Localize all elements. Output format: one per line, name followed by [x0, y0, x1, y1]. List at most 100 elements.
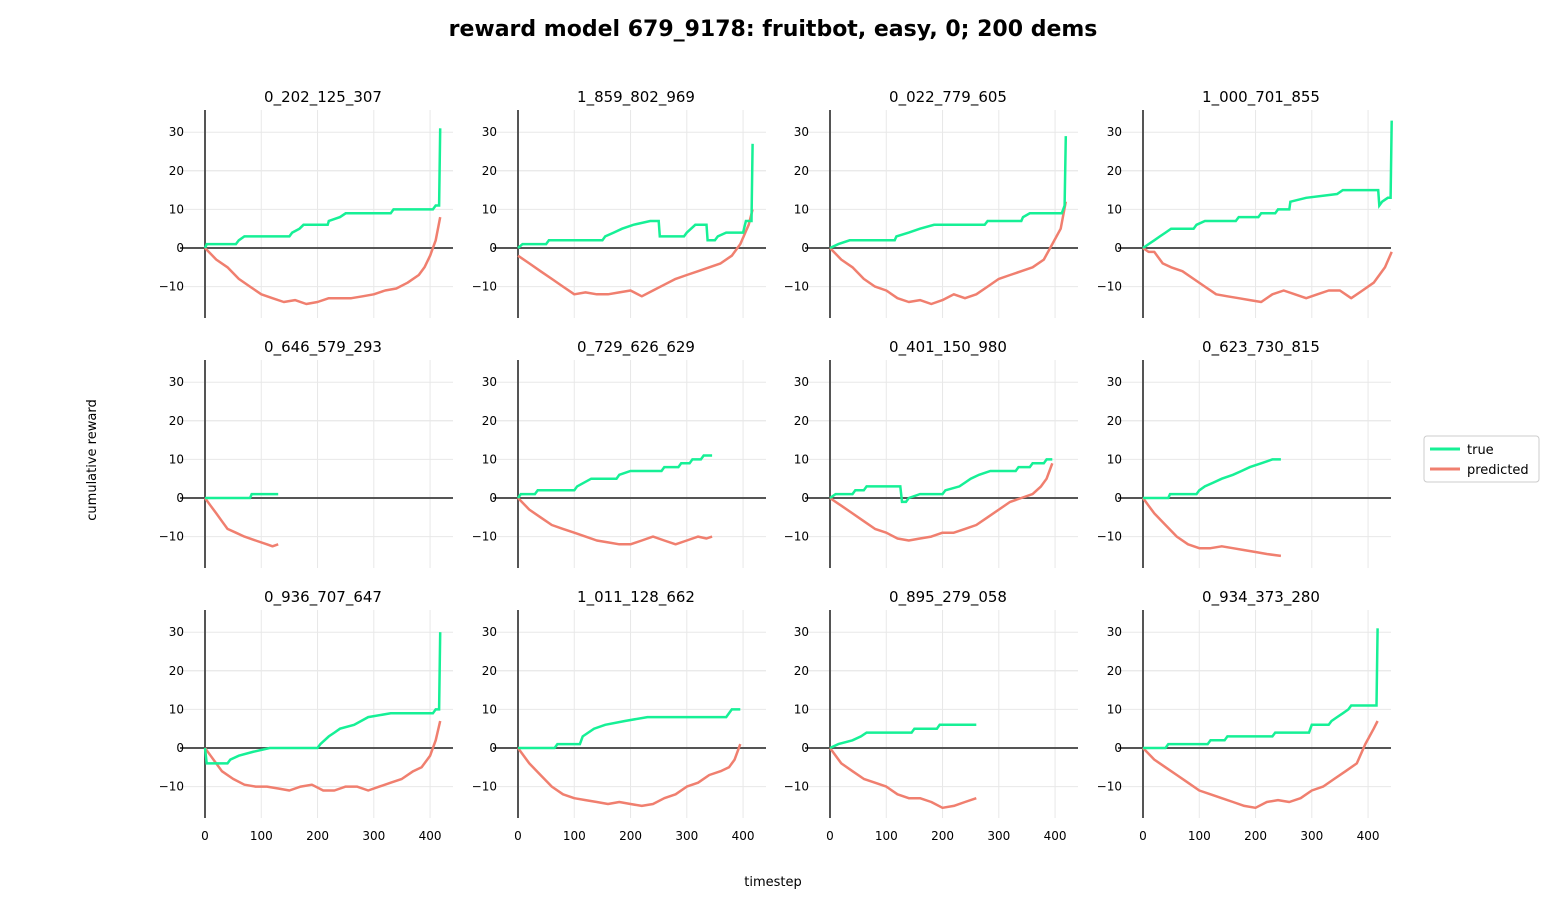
y-tick-label: 10	[1107, 452, 1122, 466]
y-tick-label: 10	[169, 202, 184, 216]
y-tick-label: 0	[489, 241, 497, 255]
series-line-true	[1142, 120, 1393, 250]
x-tick-label: 100	[875, 829, 898, 843]
x-tick-label: 300	[675, 829, 698, 843]
y-tick-label: 30	[1107, 625, 1122, 639]
x-tick-label: 200	[931, 829, 954, 843]
panel-title: 0_623_730_815	[1202, 338, 1320, 357]
panel-title: 0_022_779_605	[889, 88, 1007, 107]
y-tick-label: 0	[801, 241, 809, 255]
y-tick-label: 30	[169, 375, 184, 389]
series-line-true	[203, 128, 442, 249]
y-tick-label: 10	[1107, 702, 1122, 716]
y-tick-label: 20	[482, 664, 497, 678]
y-tick-label: 30	[169, 625, 184, 639]
y-tick-label: 30	[482, 375, 497, 389]
y-tick-label: 0	[176, 491, 184, 505]
y-tick-label: 20	[169, 664, 184, 678]
x-tick-label: 100	[563, 829, 586, 843]
y-tick-label: 20	[1107, 664, 1122, 678]
series-line-predicted	[516, 743, 742, 808]
panel-title: 0_934_373_280	[1202, 588, 1320, 607]
panel-title: 0_646_579_293	[264, 338, 382, 357]
y-tick-label: −10	[784, 780, 809, 794]
series-line-true	[516, 454, 713, 499]
y-tick-label: 10	[794, 202, 809, 216]
panel: −10 0 10 20 30 0_202_125_307	[159, 88, 453, 318]
x-tick-label: 200	[619, 829, 642, 843]
x-tick-label: 0	[826, 829, 834, 843]
x-tick-label: 300	[362, 829, 385, 843]
y-tick-label: 20	[1107, 164, 1122, 178]
panel-title: 0_895_279_058	[889, 588, 1007, 607]
y-tick-label: 0	[801, 491, 809, 505]
panel-title: 1_000_701_855	[1202, 88, 1320, 107]
panel-title: 1_859_802_969	[577, 88, 695, 107]
x-tick-label: 300	[1300, 829, 1323, 843]
series-line-predicted	[829, 201, 1068, 306]
panel: −10 0 10 20 30 0_623_730_815	[1097, 338, 1391, 568]
y-tick-label: 20	[794, 414, 809, 428]
y-tick-label: 20	[169, 414, 184, 428]
y-tick-label: 20	[482, 164, 497, 178]
y-tick-label: 0	[801, 741, 809, 755]
y-tick-label: −10	[472, 780, 497, 794]
y-tick-label: 30	[1107, 125, 1122, 139]
y-tick-label: −10	[472, 280, 497, 294]
y-tick-label: 30	[482, 125, 497, 139]
y-tick-label: 10	[482, 702, 497, 716]
series-line-true	[203, 632, 442, 765]
series-line-true	[829, 723, 977, 750]
panel-title: 0_729_626_629	[577, 338, 695, 357]
y-tick-label: 0	[489, 491, 497, 505]
x-axis-label: timestep	[744, 875, 802, 890]
series-line-true	[205, 492, 279, 500]
series-line-true	[1143, 628, 1379, 750]
y-tick-label: −10	[1097, 780, 1122, 794]
y-tick-label: −10	[784, 280, 809, 294]
panel-title: 0_202_125_307	[264, 88, 382, 107]
legend-label-true: true	[1467, 443, 1494, 458]
panel-title: 1_011_128_662	[577, 588, 695, 607]
y-tick-label: 10	[794, 452, 809, 466]
y-tick-label: 20	[794, 664, 809, 678]
x-tick-label: 0	[201, 829, 209, 843]
series-line-predicted	[828, 747, 977, 810]
y-tick-label: 20	[1107, 414, 1122, 428]
y-tick-label: 0	[1114, 491, 1122, 505]
y-tick-label: 10	[169, 452, 184, 466]
y-tick-label: 30	[794, 625, 809, 639]
x-tick-label: 400	[1044, 829, 1067, 843]
y-tick-label: 30	[1107, 375, 1122, 389]
series-line-predicted	[1141, 497, 1282, 558]
y-tick-label: 0	[1114, 241, 1122, 255]
y-tick-label: −10	[1097, 280, 1122, 294]
panel: −10 0 10 20 30 0_729_626_629	[472, 338, 766, 568]
x-tick-label: 400	[732, 829, 755, 843]
x-tick-label: 400	[419, 829, 442, 843]
panel: −10 0 10 20 30 0_401_150_980	[784, 338, 1078, 568]
y-tick-label: 20	[482, 414, 497, 428]
x-tick-label: 200	[306, 829, 329, 843]
y-tick-label: 10	[794, 702, 809, 716]
x-tick-label: 100	[1188, 829, 1211, 843]
y-tick-label: 30	[169, 125, 184, 139]
series-line-true	[517, 143, 754, 249]
y-tick-label: 30	[794, 375, 809, 389]
series-line-true	[518, 708, 741, 750]
y-tick-label: 30	[794, 125, 809, 139]
series-line-predicted	[517, 497, 713, 546]
panel: −10 0 10 20 30 0_646_579_293	[159, 338, 453, 568]
y-tick-label: −10	[1097, 530, 1122, 544]
series-line-predicted	[203, 497, 279, 548]
x-tick-label: 300	[987, 829, 1010, 843]
y-tick-label: 0	[176, 241, 184, 255]
y-tick-label: 10	[482, 202, 497, 216]
y-tick-label: 20	[794, 164, 809, 178]
x-tick-label: 0	[514, 829, 522, 843]
y-tick-label: 10	[169, 702, 184, 716]
x-tick-label: 0	[1139, 829, 1147, 843]
series-line-true	[1143, 458, 1281, 500]
